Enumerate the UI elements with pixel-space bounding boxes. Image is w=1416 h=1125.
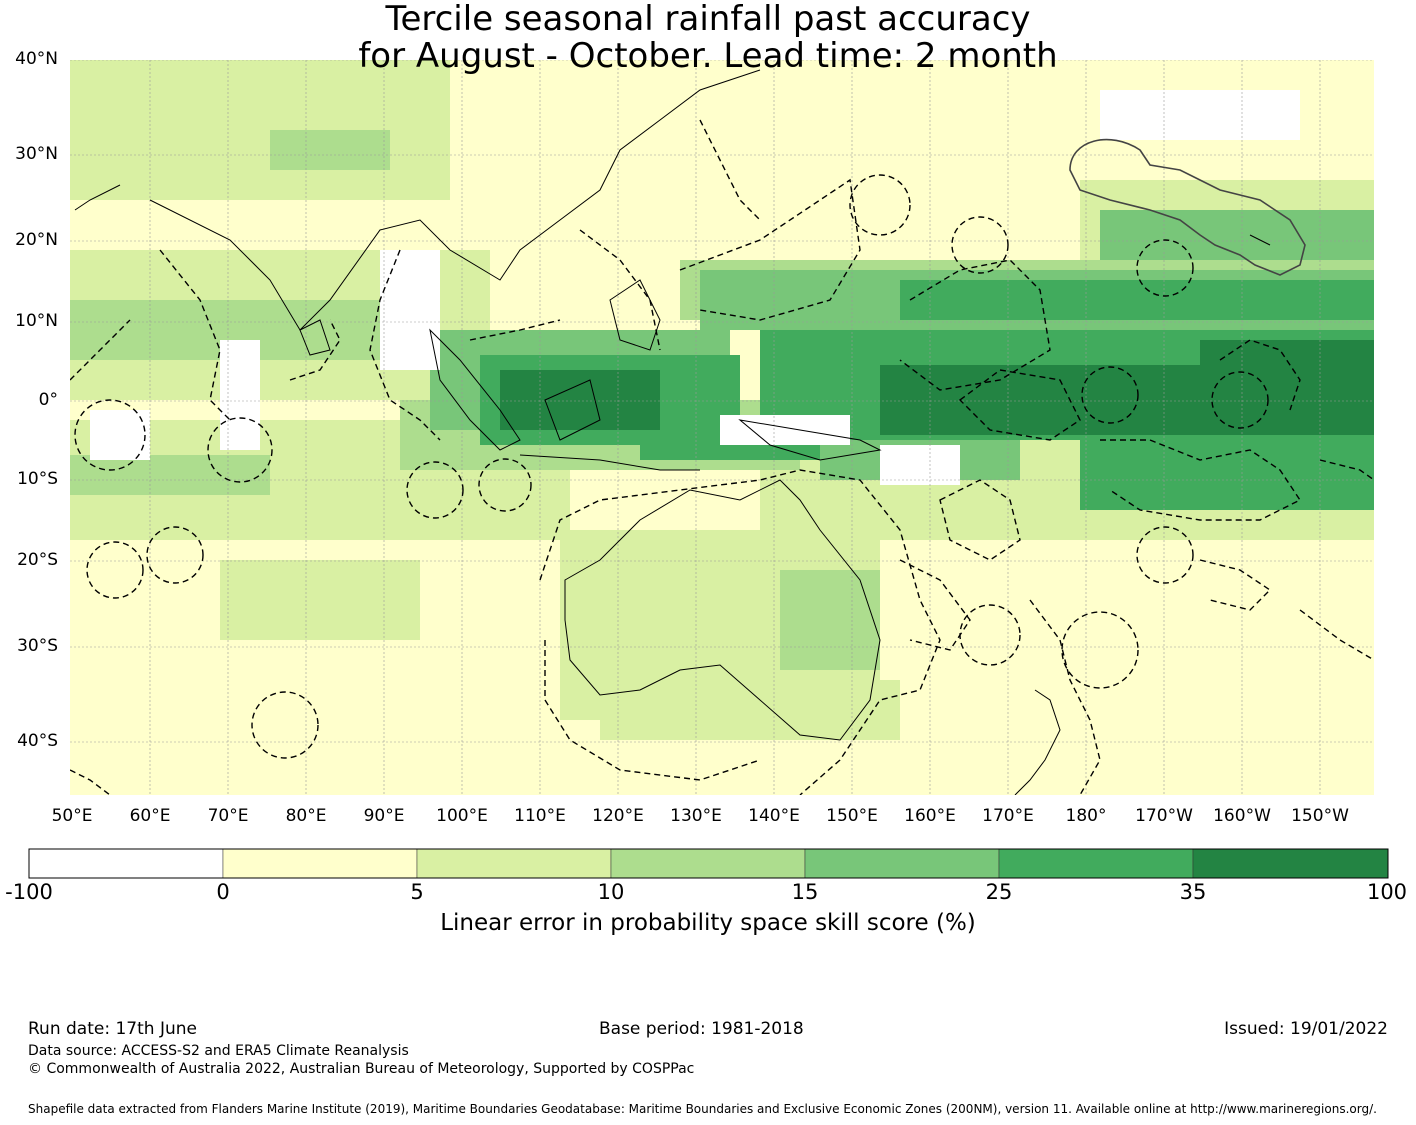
lon-label: 120°E	[592, 806, 644, 826]
skill-field-low	[90, 90, 1300, 485]
colorbar-segment	[998, 848, 1194, 879]
colorbar	[28, 848, 1389, 879]
lon-label: 150°W	[1291, 806, 1349, 826]
lon-label: 100°E	[436, 806, 488, 826]
lon-label: 180°	[1065, 806, 1107, 826]
colorbar-tick: 0	[216, 880, 230, 904]
colorbar-segment	[28, 848, 224, 879]
lon-label: 150°E	[826, 806, 878, 826]
lat-label: 40°N	[15, 49, 58, 69]
lat-label: 30°S	[17, 636, 58, 656]
colorbar-segment	[610, 848, 806, 879]
maritime-boundaries	[70, 119, 1374, 795]
lat-label: 20°N	[15, 230, 58, 250]
issued-date: Issued: 19/01/2022	[1224, 1019, 1388, 1039]
lat-label: 30°N	[15, 144, 58, 164]
lon-label: 90°E	[363, 806, 405, 826]
lat-label: 20°S	[17, 550, 58, 570]
data-source: Data source: ACCESS-S2 and ERA5 Climate …	[28, 1043, 409, 1059]
lon-label: 160°W	[1213, 806, 1271, 826]
colorbar-tick: 25	[985, 880, 1013, 904]
lon-label: 160°E	[904, 806, 956, 826]
lon-label: 80°E	[285, 806, 327, 826]
lon-label: 70°E	[207, 806, 249, 826]
lon-label: 110°E	[514, 806, 566, 826]
lat-label: 10°N	[15, 311, 58, 331]
lat-label: 0°	[38, 390, 58, 410]
run-date: Run date: 17th June	[28, 1019, 197, 1039]
base-period: Base period: 1981-2018	[599, 1019, 804, 1039]
graticule	[70, 60, 1374, 795]
colorbar-tick: -100	[5, 880, 53, 904]
colorbar-segment	[416, 848, 612, 879]
colorbar-segment	[804, 848, 1000, 879]
colorbar-segment	[1192, 848, 1389, 879]
chart-title-line2: for August - October. Lead time: 2 month	[358, 36, 1058, 76]
lon-label: 140°E	[748, 806, 800, 826]
skill-field-highest	[500, 340, 1374, 435]
colorbar-tick: 15	[791, 880, 819, 904]
colorbar-tick: 100	[1366, 880, 1408, 904]
lat-label: 40°S	[17, 731, 58, 751]
hawaii-outline	[1069, 138, 1306, 276]
colorbar-segment	[222, 848, 418, 879]
colorbar-frame	[28, 848, 1389, 879]
lat-label: 10°S	[17, 469, 58, 489]
colorbar-label: Linear error in probability space skill …	[440, 910, 976, 936]
lon-label: 170°W	[1135, 806, 1193, 826]
shapefile-credit: Shapefile data extracted from Flanders M…	[28, 1102, 1377, 1116]
colorbar-tick: 10	[597, 880, 625, 904]
copyright-notice: © Commonwealth of Australia 2022, Austra…	[28, 1061, 695, 1077]
lon-label: 130°E	[670, 806, 722, 826]
lon-label: 50°E	[51, 806, 93, 826]
coastlines	[74, 69, 1271, 795]
colorbar-tick: 35	[1179, 880, 1207, 904]
colorbar-tick: 5	[410, 880, 424, 904]
lon-label: 170°E	[982, 806, 1034, 826]
chart-title-line1: Tercile seasonal rainfall past accuracy	[385, 0, 1031, 39]
lon-label: 60°E	[129, 806, 171, 826]
